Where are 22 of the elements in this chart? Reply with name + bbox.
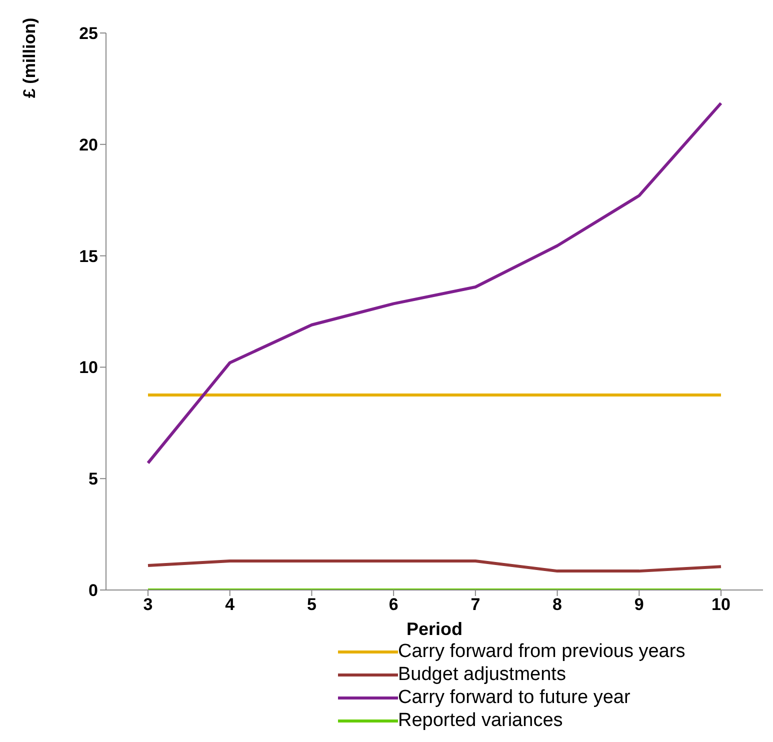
y-tick-label: 0 [88, 581, 98, 600]
x-tick-label: 9 [634, 595, 644, 614]
y-tick-label: 10 [79, 358, 98, 378]
x-tick-label: 7 [470, 595, 480, 614]
x-tick-label: 6 [388, 595, 398, 614]
legend-label: Reported variances [398, 710, 563, 732]
y-tick-label: 5 [88, 470, 98, 489]
legend-label: Budget adjustments [398, 664, 566, 686]
legend-label: Carry forward from previous years [398, 640, 686, 662]
line-series [146, 560, 722, 573]
x-tick-label: 10 [712, 595, 730, 614]
x-tick-label: 3 [143, 595, 153, 614]
x-tick-label: 5 [306, 595, 316, 614]
x-tick-label: 4 [225, 595, 236, 614]
line-series [146, 102, 722, 465]
legend-label: Carry forward to future year [398, 686, 630, 708]
y-tick-label: 25 [79, 24, 98, 44]
y-tick-label: 15 [79, 246, 98, 266]
x-tick-label: 8 [552, 595, 562, 614]
x-axis-title: Period [406, 619, 463, 639]
y-tick-label: 20 [79, 135, 98, 154]
y-axis-title: £ (million) [20, 18, 40, 98]
